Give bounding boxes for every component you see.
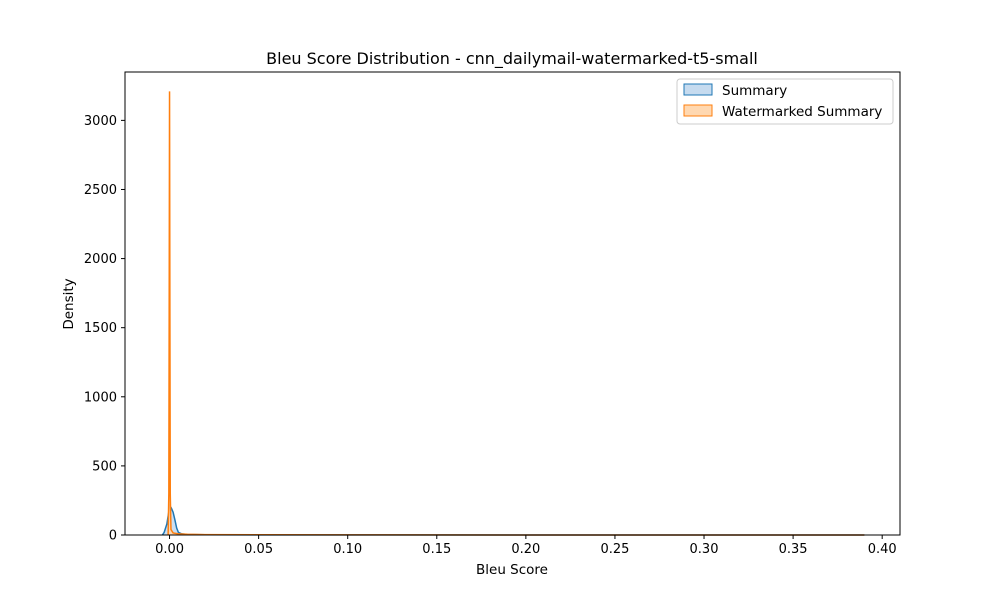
x-axis: 0.00 0.05 0.10 0.15 0.20 0.25 0.30 0.35 0.40 xyxy=(155,535,897,557)
y-axis: 0 500 1000 1500 2000 2500 3000 xyxy=(84,114,125,544)
x-tick-label: 0.05 xyxy=(244,542,273,557)
x-tick-label: 0.40 xyxy=(868,542,897,557)
y-tick-label: 2500 xyxy=(84,183,117,198)
chart-title: Bleu Score Distribution - cnn_dailymail-… xyxy=(266,49,758,69)
series-line-watermarked-summary xyxy=(167,91,865,536)
legend-swatch-watermarked-summary xyxy=(683,104,713,117)
series-area-watermarked-summary xyxy=(168,91,865,535)
y-tick-label: 500 xyxy=(92,459,117,474)
series-area-summary xyxy=(162,505,865,535)
y-tick-label: 0 xyxy=(109,529,117,544)
legend-label-watermarked-summary: Watermarked Summary xyxy=(722,104,882,120)
legend-swatch-summary xyxy=(683,83,713,96)
y-tick-label: 1000 xyxy=(84,390,117,405)
legend-frame xyxy=(676,78,894,125)
x-tick-label: 0.10 xyxy=(333,542,362,557)
y-tick-label: 3000 xyxy=(84,114,117,129)
series-line-summary xyxy=(161,503,865,536)
x-tick-label: 0.15 xyxy=(422,542,451,557)
legend-label-summary: Summary xyxy=(722,83,787,99)
y-tick-label: 2000 xyxy=(84,252,117,267)
x-tick-label: 0.00 xyxy=(155,542,184,557)
y-axis-label: Density xyxy=(61,278,77,329)
x-tick-label: 0.35 xyxy=(779,542,808,557)
x-tick-label: 0.20 xyxy=(511,542,540,557)
series-layer xyxy=(161,91,865,536)
x-axis-label: Bleu Score xyxy=(476,562,548,578)
plot-frame xyxy=(124,71,901,536)
legend: Summary Watermarked Summary xyxy=(676,78,894,125)
y-tick-label: 1500 xyxy=(84,321,117,336)
x-tick-label: 0.25 xyxy=(600,542,629,557)
x-tick-label: 0.30 xyxy=(690,542,719,557)
